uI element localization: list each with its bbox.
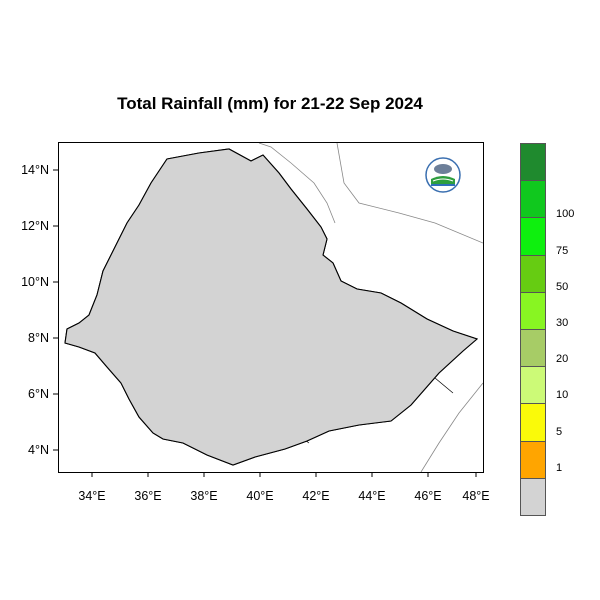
legend-label: 5	[556, 425, 563, 438]
legend-swatch	[520, 403, 546, 441]
y-tick-label: 8°N	[28, 331, 49, 345]
legend-swatch	[520, 328, 546, 367]
x-tick-label: 48°E	[462, 489, 490, 503]
neighbor-border	[336, 143, 483, 244]
x-tick-label: 34°E	[78, 489, 106, 503]
x-tick-label: 44°E	[358, 489, 386, 503]
x-tick-label: 46°E	[414, 489, 442, 503]
legend-label: 1	[556, 461, 563, 474]
ethiopia-map	[64, 143, 483, 472]
y-tick-label: 4°N	[28, 443, 49, 457]
legend-swatch	[520, 440, 546, 478]
y-tick-label: 12°N	[21, 219, 49, 233]
y-tick-label: 14°N	[21, 163, 49, 177]
neighbor-border	[258, 143, 336, 224]
x-tick-label: 38°E	[190, 489, 218, 503]
legend-label: 20	[556, 353, 569, 366]
legend-label: 10	[556, 389, 569, 402]
legend-label: 30	[556, 317, 569, 329]
legend-swatch	[520, 254, 546, 292]
legend-swatch	[520, 291, 546, 329]
neighbor-border	[420, 382, 483, 472]
legend-swatch	[520, 366, 546, 404]
map-title: Total Rainfall (mm) for 21-22 Sep 2024	[117, 94, 423, 113]
legend-swatch	[520, 217, 546, 255]
color-legend	[520, 143, 546, 516]
y-tick-label: 6°N	[28, 387, 49, 401]
x-tick-label: 42°E	[302, 489, 330, 503]
legend-swatch	[520, 143, 546, 181]
legend-label: 100	[556, 208, 575, 221]
institute-logo	[425, 157, 461, 193]
legend-label: 50	[556, 280, 569, 293]
map-frame	[58, 142, 484, 473]
legend-label: 75	[556, 244, 569, 257]
legend-swatch	[520, 180, 546, 218]
y-tick-label: 10°N	[21, 275, 49, 289]
x-tick-label: 36°E	[134, 489, 162, 503]
legend-swatch	[520, 477, 546, 516]
x-tick-label: 40°E	[246, 489, 274, 503]
